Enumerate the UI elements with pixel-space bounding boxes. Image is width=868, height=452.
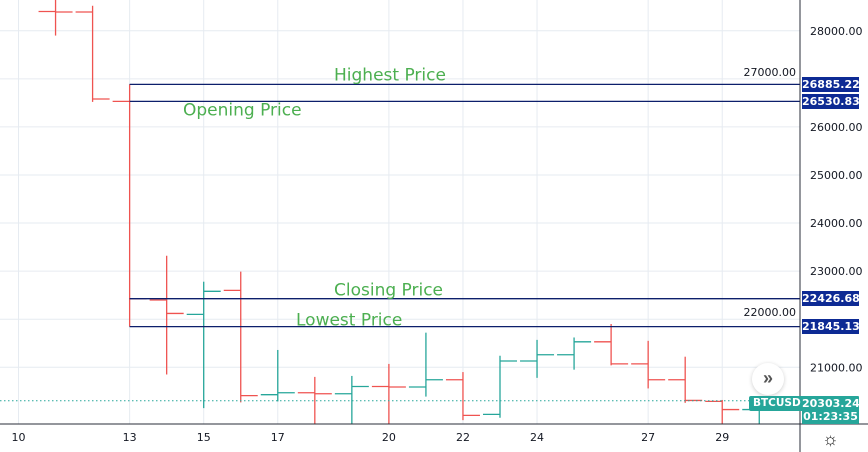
time-tick-label: 15 [197,431,211,444]
price-tick-label: 22000.00 [744,306,797,319]
time-tick-label: 29 [715,431,729,444]
bar-countdown: 01:23:35 [803,410,858,423]
level-price-tag: 21845.13 [802,319,860,335]
level-annotation: Opening Price [183,100,302,120]
grid [0,0,800,424]
time-tick-label: 10 [12,431,26,444]
ohlc-bars [38,0,777,424]
price-tick-label: 25000.00 [810,169,863,182]
last-price-tag: 20303.24 01:23:35 [802,396,860,424]
time-tick-label: 20 [382,431,396,444]
scroll-to-realtime-button[interactable]: » [752,363,784,395]
price-tick-label: 28000.00 [810,25,863,38]
time-tick-label: 17 [271,431,285,444]
time-axis[interactable]: 10 13 15 17 20 22 24 27 29 [12,431,730,444]
time-tick-label: 24 [530,431,544,444]
level-annotation: Closing Price [334,281,443,301]
price-tick-label: 21000.00 [810,361,863,374]
time-tick-label: 13 [123,431,137,444]
settings-gear-icon[interactable]: ☼ [822,429,839,449]
price-tick-label: 23000.00 [810,265,863,278]
time-tick-label: 22 [456,431,470,444]
double-chevron-right-icon: » [762,368,773,388]
price-tick-label: 27000.00 [744,66,797,79]
last-price-value: 20303.24 [802,397,860,410]
level-price-tag: 26885.22 [802,76,860,92]
time-tick-label: 27 [641,431,655,444]
level-price-tag: 22426.68 [802,291,860,307]
price-tick-label: 26000.00 [810,121,863,134]
level-annotation: Highest Price [334,65,446,85]
level-price-tag: 26530.83 [802,93,860,109]
price-levels: Highest Price Opening Price Closing Price L… [0,65,800,402]
price-tick-label: 24000.00 [810,217,863,230]
price-axis[interactable]: 28000.00 27000.00 26000.00 25000.00 24000.00… [744,25,863,375]
symbol-label: BTCUSD [749,396,805,411]
level-annotation: Lowest Price [296,311,402,331]
